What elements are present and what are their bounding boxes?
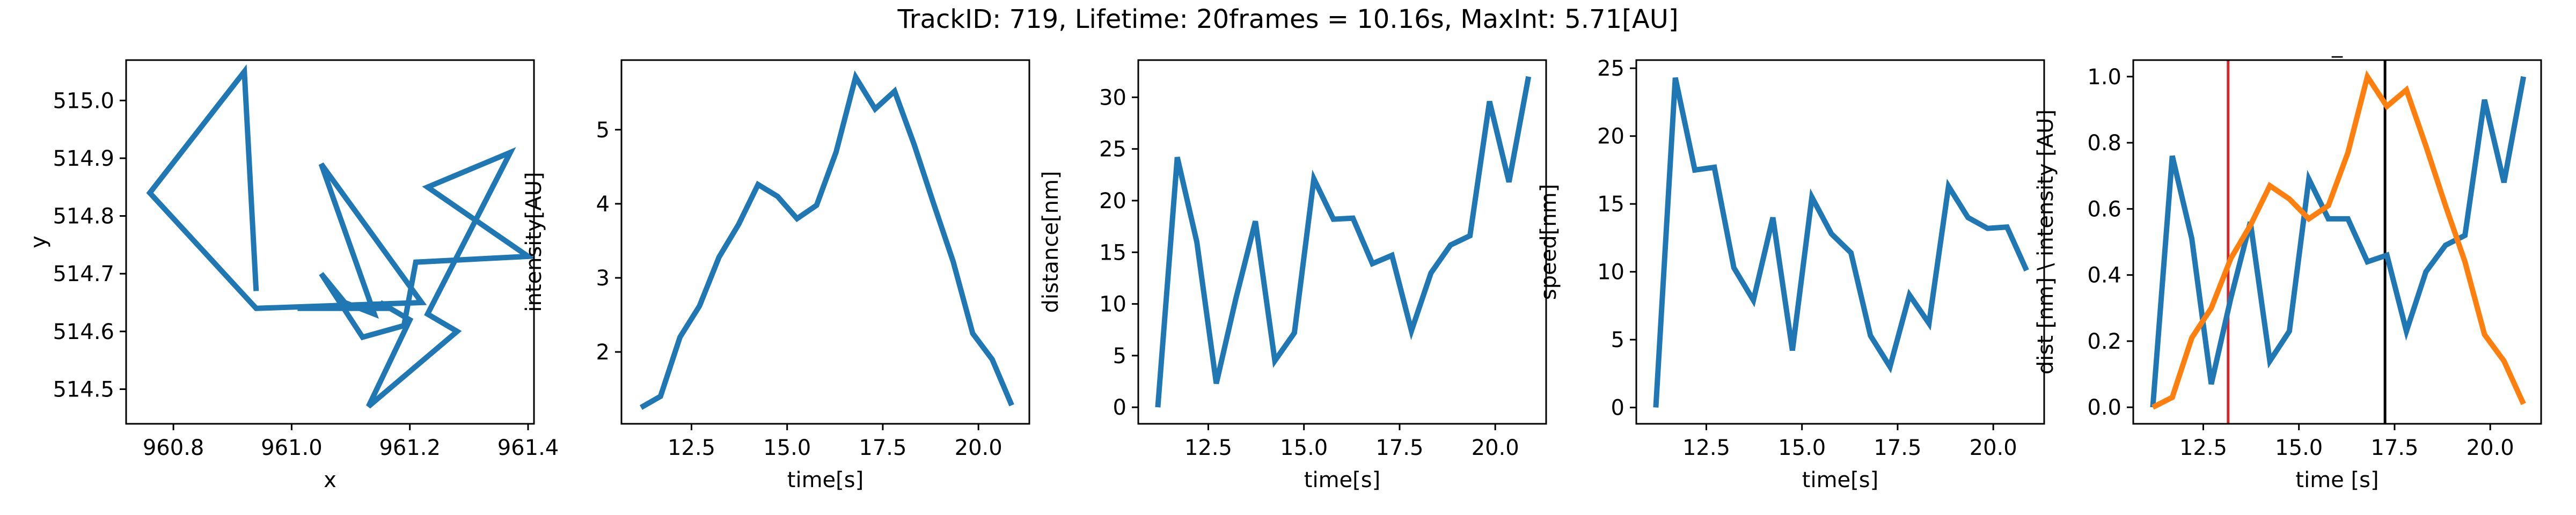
x-tick-label: 12.5: [2179, 436, 2227, 460]
y-tick-label: 20: [1099, 189, 1126, 214]
x-tick-label: 17.5: [859, 436, 906, 460]
y-tick-label: 25: [1597, 56, 1624, 81]
y-axis-label: y: [26, 236, 51, 248]
x-tick-label: 15.0: [1778, 436, 1826, 460]
series-line-1: [639, 70, 1014, 410]
y-tick-label: 0: [1611, 396, 1624, 421]
x-tick-label: 15.0: [2275, 436, 2323, 460]
subplot-5: 12.5 15.0 17.5 20.0 0.0 0.2 0.4 0.6 0.8 1.0 time […: [2033, 33, 2542, 492]
y-tick-label: 0.0: [2087, 395, 2121, 420]
subplot-title: _: [2331, 33, 2343, 58]
x-tick-label: 12.5: [1682, 436, 1730, 460]
axes-frame: [1137, 59, 1547, 425]
x-tick-label: 20.0: [955, 436, 1002, 460]
subplot-2: 12.5 15.0 17.5 20.0 2 3 4 5 time[s] intensity[AU]: [522, 59, 1030, 492]
axes-frame: [1635, 59, 2045, 425]
y-tick-label: 515.0: [53, 89, 114, 113]
series-line-2: [2151, 70, 2526, 410]
axes-frame: [125, 59, 535, 425]
x-tick-label: 12.5: [668, 436, 715, 460]
y-tick-label: 0: [1113, 395, 1126, 420]
y-tick-label: 15: [1597, 192, 1624, 217]
y-tick-label: 30: [1099, 85, 1126, 110]
y-tick-label: 5: [1611, 328, 1624, 352]
y-tick-label: 10: [1099, 292, 1126, 317]
y-tick-label: 1.0: [2087, 65, 2121, 90]
series-line-1: [146, 64, 534, 409]
x-tick-label: 17.5: [1375, 436, 1423, 460]
figure-title: TrackID: 719, Lifetime: 20frames = 10.16…: [897, 4, 1679, 34]
y-tick-label: 514.8: [53, 204, 114, 229]
x-tick-label: 15.0: [1280, 436, 1328, 460]
y-tick-label: 0.4: [2087, 263, 2121, 288]
series-line-1: [1155, 76, 1532, 408]
y-tick-label: 3: [596, 266, 610, 291]
y-tick-label: 0.8: [2087, 131, 2121, 156]
x-tick-label: 12.5: [1184, 436, 1232, 460]
x-tick-label: 960.8: [143, 436, 204, 460]
x-tick-label: 961.4: [497, 436, 559, 460]
x-tick-label: 17.5: [1874, 436, 1921, 460]
y-tick-label: 514.9: [53, 146, 114, 171]
x-tick-label: 961.0: [261, 436, 323, 460]
series-line-1: [1653, 77, 2029, 408]
x-axis-label: time [s]: [2295, 468, 2379, 492]
axes-frame: [620, 59, 1030, 425]
y-tick-label: 0.6: [2087, 197, 2121, 222]
series-line-1: [2150, 76, 2527, 408]
y-tick-label: 2: [596, 340, 610, 365]
x-axis-label: x: [324, 468, 336, 492]
x-axis-label: time[s]: [1802, 468, 1878, 492]
y-axis-label: intensity[AU]: [522, 172, 546, 312]
y-tick-label: 514.6: [53, 320, 114, 344]
y-tick-label: 514.7: [53, 262, 114, 286]
y-tick-label: 15: [1099, 240, 1126, 265]
x-tick-label: 17.5: [2370, 436, 2418, 460]
y-tick-label: 5: [1113, 344, 1126, 369]
y-tick-label: 20: [1597, 124, 1624, 149]
axes-frame: [2132, 59, 2542, 425]
x-tick-label: 20.0: [1970, 436, 2017, 460]
y-tick-label: 4: [596, 192, 610, 217]
y-tick-label: 25: [1099, 137, 1126, 162]
y-axis-label: dist [nm] \ intensity [AU]: [2033, 109, 2058, 374]
x-tick-label: 20.0: [2467, 436, 2514, 460]
x-tick-label: 20.0: [1472, 436, 1519, 460]
subplot-4: 12.5 15.0 17.5 20.0 0 5 10 15 20 25 time[s] speed[n…: [1536, 56, 2045, 492]
x-axis-label: time[s]: [1304, 468, 1380, 492]
y-tick-label: 10: [1597, 260, 1624, 285]
y-axis-label: distance[nm]: [1038, 171, 1063, 313]
x-tick-label: 15.0: [763, 436, 811, 460]
y-axis-label: speed[nm]: [1536, 184, 1561, 300]
y-tick-label: 0.2: [2087, 329, 2121, 354]
subplot-3: 12.5 15.0 17.5 20.0 0 5 10 15 20 25 30 time[s] dista…: [1038, 59, 1547, 492]
x-tick-label: 961.2: [379, 436, 441, 460]
subplot-1: 960.8 961.0 961.2 961.4 514.5 514.6 514.7 514.8…: [26, 59, 559, 492]
x-axis-label: time[s]: [787, 468, 863, 492]
y-tick-label: 514.5: [53, 377, 114, 402]
y-tick-label: 5: [596, 118, 610, 143]
